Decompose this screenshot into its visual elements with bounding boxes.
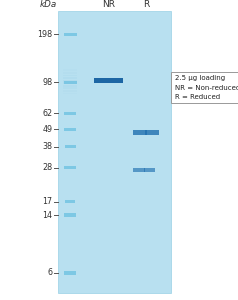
Bar (63, 72, 77, 74)
Text: NR: NR (102, 0, 115, 9)
Text: 98: 98 (42, 78, 52, 87)
Text: 14: 14 (42, 211, 52, 220)
Bar (64, 80, 77, 84)
Text: 62: 62 (42, 109, 52, 118)
Bar (145, 130, 159, 135)
Bar (63, 92, 77, 94)
Bar (63, 77, 77, 79)
Bar (63, 80, 77, 82)
Text: 38: 38 (42, 142, 52, 151)
Bar (63, 85, 77, 87)
Bar (64, 271, 76, 274)
Text: 17: 17 (42, 197, 52, 206)
Text: 2.5 μg loading
NR = Non-reduced
R = Reduced: 2.5 μg loading NR = Non-reduced R = Redu… (175, 75, 238, 100)
Bar (64, 32, 77, 36)
Bar (144, 168, 155, 172)
Bar (64, 166, 76, 169)
Bar (64, 112, 76, 115)
Text: 28: 28 (42, 163, 52, 172)
Bar (65, 200, 75, 203)
Text: kDa: kDa (39, 0, 56, 9)
Bar (58, 11, 171, 292)
Bar (63, 90, 77, 92)
Bar (64, 128, 76, 131)
Bar (63, 75, 77, 76)
Bar (63, 87, 77, 89)
Text: 6: 6 (47, 268, 52, 278)
Text: 49: 49 (42, 125, 52, 134)
Bar (65, 145, 75, 148)
Bar (64, 213, 76, 217)
Bar (133, 168, 145, 172)
Text: R: R (143, 0, 149, 9)
Bar (94, 78, 123, 83)
Bar (133, 130, 147, 135)
Bar (63, 69, 77, 71)
Bar (63, 82, 77, 84)
Text: 198: 198 (37, 30, 52, 39)
